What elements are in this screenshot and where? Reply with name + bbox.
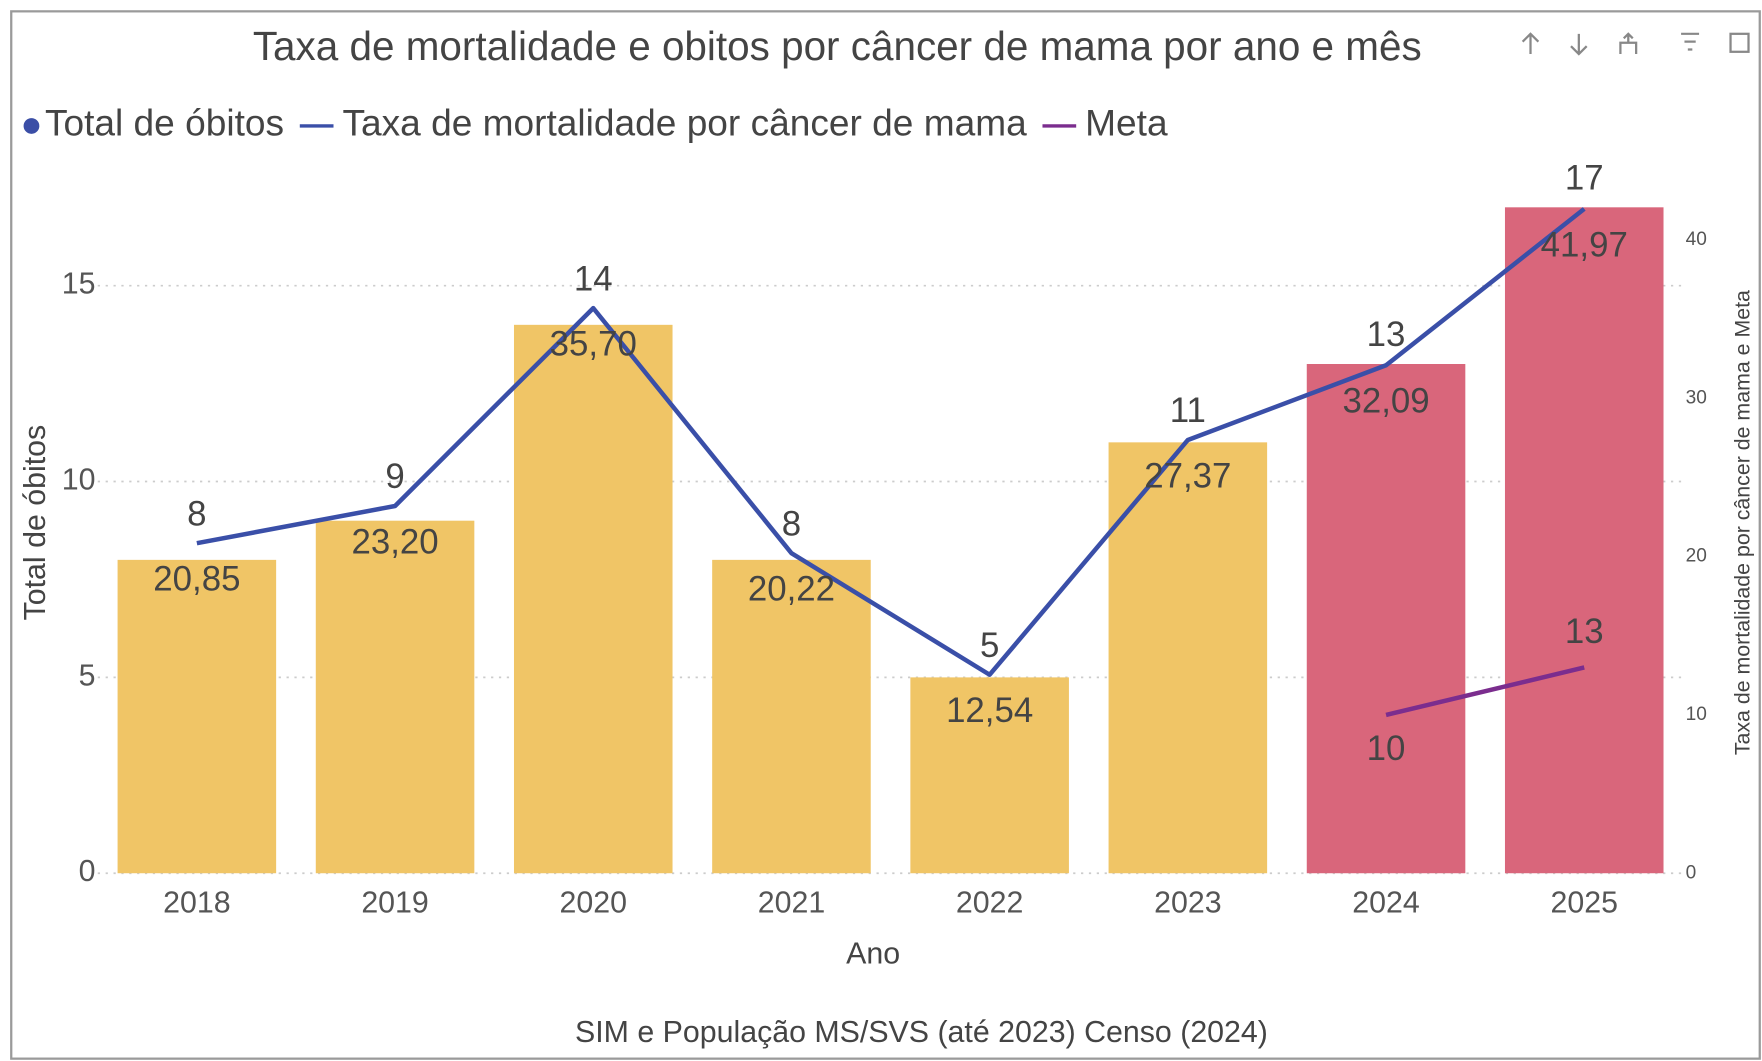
bar-label: 17 — [1565, 159, 1604, 198]
header-icons[interactable] — [1521, 32, 1750, 56]
bar-label: 5 — [980, 626, 999, 665]
bar-label: 9 — [385, 457, 404, 496]
y2-tick-label: 20 — [1686, 546, 1707, 567]
x-tick-label: 2021 — [758, 887, 825, 920]
x-tick-label: 2018 — [163, 887, 230, 920]
frame — [10, 10, 1761, 1060]
legend-marker — [23, 118, 40, 134]
meta-label: 10 — [1367, 729, 1406, 768]
y2-axis-title: Taxa de mortalidade por câncer de mama e… — [1731, 290, 1755, 755]
y2-tick-label: 30 — [1686, 387, 1707, 408]
bar — [117, 559, 277, 874]
footer: SIM e População MS/SVS (até 2023) Censo … — [575, 1016, 1268, 1049]
line-label: 20,22 — [748, 570, 835, 609]
bar — [315, 520, 475, 874]
x-tick-label: 2020 — [560, 887, 627, 920]
x-tick-label: 2019 — [361, 887, 428, 920]
bar-label: 13 — [1367, 315, 1406, 354]
line-label: 27,37 — [1144, 456, 1231, 495]
x-tick-label: 2023 — [1154, 887, 1221, 920]
chart-title: Taxa de mortalidade e obitos por câncer … — [253, 23, 1422, 69]
line-label: 32,09 — [1342, 382, 1429, 421]
bar-label: 14 — [574, 259, 613, 298]
bar — [910, 677, 1069, 874]
bar — [1504, 207, 1664, 874]
line-label: 12,54 — [946, 691, 1033, 730]
y-tick-label: 5 — [79, 659, 96, 692]
x-tick-label: 2024 — [1352, 887, 1419, 920]
line-label: 23,20 — [351, 522, 438, 561]
bar — [1108, 442, 1268, 874]
bar — [1306, 364, 1466, 874]
bar — [712, 559, 871, 874]
bar — [513, 324, 673, 874]
x-tick-label: 2025 — [1551, 887, 1618, 920]
line — [1385, 665, 1585, 718]
legend-label: Total de óbitos — [45, 102, 284, 144]
line — [196, 207, 1586, 677]
y2-tick-label: 10 — [1686, 704, 1707, 725]
y2-tick-label: 40 — [1686, 229, 1707, 250]
y-tick-label: 10 — [62, 464, 96, 497]
x-axis-title: Ano — [846, 937, 900, 970]
bar-label: 11 — [1170, 391, 1206, 430]
legend-label: Meta — [1085, 102, 1168, 144]
bar-label: 8 — [187, 494, 206, 533]
y2-tick-label: 0 — [1686, 862, 1697, 883]
y-tick-label: 0 — [79, 855, 96, 888]
x-tick-label: 2022 — [956, 887, 1023, 920]
legend-label: Taxa de mortalidade por câncer de mama — [342, 102, 1027, 144]
bar-label: 8 — [782, 504, 801, 543]
line-label: 35,70 — [550, 325, 637, 364]
meta-label: 13 — [1565, 612, 1604, 651]
y-axis-title: Total de óbitos — [19, 425, 52, 621]
line-label: 20,85 — [153, 560, 240, 599]
y-tick-label: 15 — [62, 268, 96, 301]
line-label: 41,97 — [1541, 225, 1628, 264]
